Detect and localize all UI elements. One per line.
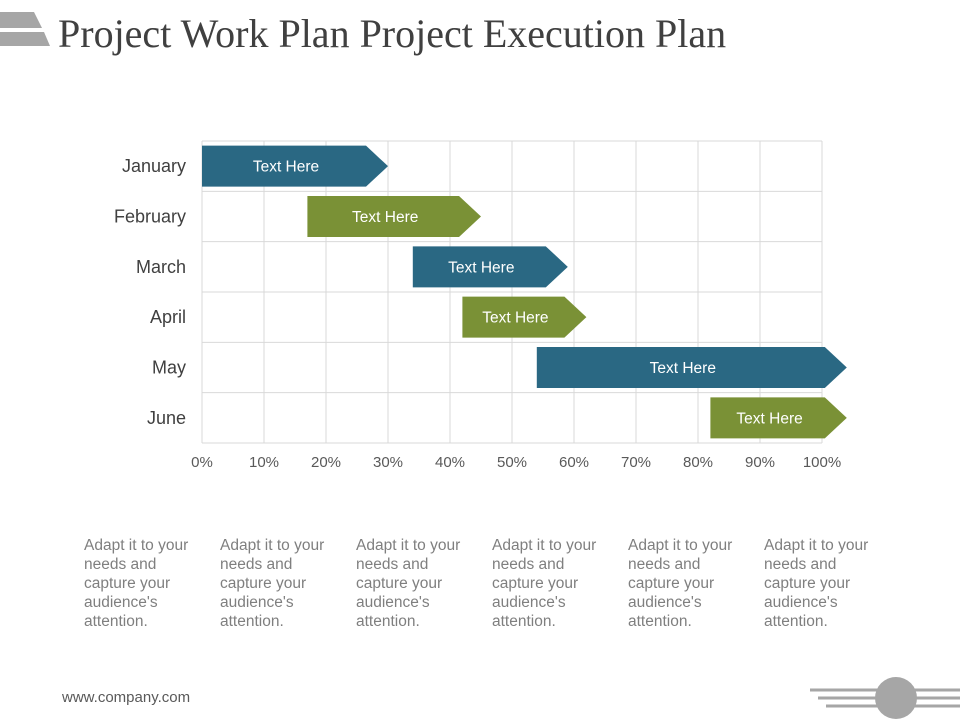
bar-label: Text Here [352, 209, 418, 226]
description-text: Adapt it to your needs and capture your … [628, 537, 733, 630]
description-text: Adapt it to your needs and capture your … [356, 537, 461, 630]
description-text: Adapt it to your needs and capture your … [492, 537, 597, 630]
gantt-bar [307, 196, 481, 237]
y-category-label: January [122, 156, 186, 176]
y-category-label: June [147, 408, 186, 428]
slide-corner-logo-icon [0, 12, 50, 46]
x-tick-label: 20% [311, 454, 341, 471]
footer-url: www.company.com [62, 689, 191, 706]
description-text: Adapt it to your needs and capture your … [84, 537, 189, 630]
footer-decoration-icon [810, 677, 960, 719]
x-tick-label: 0% [191, 454, 213, 471]
bar-label: Text Here [448, 259, 514, 276]
bar-label: Text Here [736, 410, 802, 427]
y-category-label: March [136, 257, 186, 277]
bar-label: Text Here [482, 310, 548, 327]
y-category-label: February [114, 207, 186, 227]
bar-label: Text Here [253, 159, 319, 176]
description-text: Adapt it to your needs and capture your … [220, 537, 325, 630]
gantt-bar [202, 145, 388, 187]
gantt-bar [710, 397, 847, 439]
y-category-label: May [152, 358, 186, 378]
gantt-bar [536, 347, 847, 388]
x-tick-label: 10% [249, 454, 279, 471]
bar-label: Text Here [650, 360, 716, 377]
x-tick-label: 40% [435, 454, 465, 471]
x-tick-label: 30% [373, 454, 403, 471]
description-text: Adapt it to your needs and capture your … [764, 537, 869, 630]
x-tick-label: 50% [497, 454, 527, 471]
gantt-bar [412, 246, 568, 288]
gantt-bar [462, 296, 587, 338]
y-category-label: April [150, 307, 186, 327]
x-tick-label: 90% [745, 454, 775, 471]
x-tick-label: 80% [683, 454, 713, 471]
x-tick-label: 60% [559, 454, 589, 471]
x-tick-label: 100% [803, 454, 841, 471]
x-tick-label: 70% [621, 454, 651, 471]
slide-title: Project Work Plan Project Execution Plan [58, 11, 727, 56]
